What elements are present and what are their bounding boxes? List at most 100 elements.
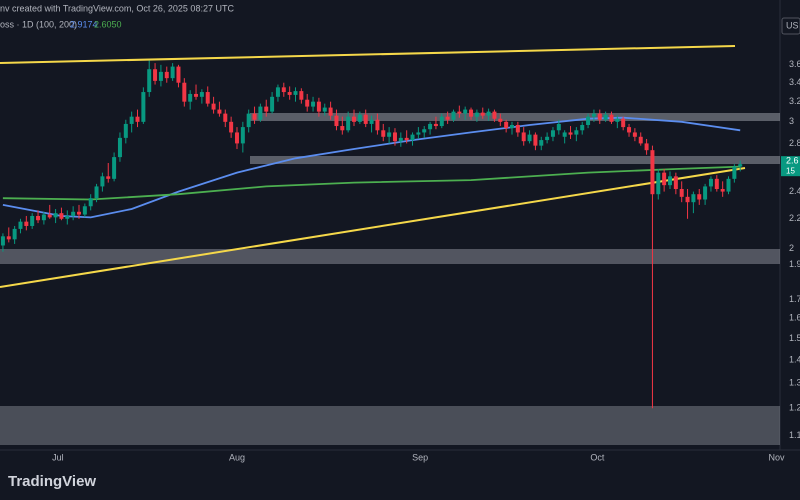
candle-body	[59, 213, 64, 219]
y-tick-label: 1.7	[789, 294, 800, 304]
candle-body	[609, 114, 614, 122]
candle-body	[732, 166, 737, 179]
candle-body	[18, 221, 23, 229]
credit: nv created with TradingView.com, Oct 26,…	[0, 3, 234, 13]
candle-body	[270, 96, 275, 112]
y-tick-label: 1.9	[789, 259, 800, 269]
candle-body	[656, 172, 661, 195]
candle-body	[392, 132, 397, 142]
candle-body	[334, 115, 339, 127]
y-tick-label: 2.4	[789, 186, 800, 196]
support-zone	[0, 406, 780, 445]
candle-body	[94, 186, 99, 199]
candle-body	[685, 196, 690, 203]
candle-body	[82, 206, 87, 215]
candle-body	[644, 143, 649, 151]
candle-body	[714, 178, 719, 189]
candle-body	[375, 119, 380, 131]
candle-body	[123, 123, 128, 138]
x-tick-label: Oct	[590, 452, 605, 462]
resistance-zone	[250, 113, 780, 121]
candle-body	[53, 213, 58, 218]
candle-body	[252, 113, 257, 120]
y-tick-label: 1.5	[789, 333, 800, 343]
candle-body	[12, 228, 17, 240]
candle-body	[176, 66, 181, 83]
candle-body	[632, 132, 637, 137]
candle-body	[76, 211, 81, 215]
currency: US	[786, 20, 799, 30]
y-tick-label: 1.1	[789, 430, 800, 440]
y-tick-label: 1.2	[789, 403, 800, 413]
candle-body	[47, 214, 52, 218]
candle-body	[36, 215, 41, 221]
candle-body	[223, 113, 228, 122]
candle-body	[445, 116, 450, 120]
candle-body	[112, 157, 117, 179]
candle-body	[153, 69, 158, 81]
candle-body	[199, 92, 204, 97]
candle-body	[627, 127, 632, 133]
candle-body	[410, 134, 415, 141]
candle-body	[562, 132, 567, 137]
candle-body	[703, 186, 708, 200]
candle-body	[515, 124, 520, 133]
candle-body	[293, 91, 298, 95]
candle-body	[387, 132, 392, 137]
candle-body	[539, 140, 544, 146]
candle-body	[194, 93, 199, 97]
currency-box	[781, 17, 800, 35]
candle-body	[287, 92, 292, 95]
candle-body	[182, 82, 187, 102]
candle-body	[708, 178, 713, 187]
candle-body	[457, 111, 462, 114]
candle-body	[574, 130, 579, 135]
candle-body	[141, 92, 146, 122]
candle-body	[667, 176, 672, 186]
y-tick-label: 3.2	[789, 96, 800, 106]
candle-body	[229, 121, 234, 133]
candle-body	[510, 124, 515, 129]
candle-body	[234, 132, 239, 144]
candle-body	[474, 112, 479, 117]
x-tick-label: Jul	[52, 452, 64, 462]
candle-body	[498, 118, 503, 122]
candle-body	[311, 101, 316, 107]
candle-body	[328, 107, 333, 116]
candle-body	[147, 69, 152, 93]
candle-body	[673, 176, 678, 189]
candle-body	[480, 112, 485, 116]
countdown: 15	[786, 166, 795, 175]
y-tick-label: 3	[789, 116, 794, 126]
candle-body	[275, 87, 280, 97]
legend-value: 2.9174	[70, 19, 98, 29]
legend-value: 2.6050	[94, 19, 122, 29]
trendline	[0, 167, 746, 288]
candle-body	[650, 150, 655, 195]
y-tick-label: 2.2	[789, 213, 800, 223]
candle-body	[88, 198, 93, 207]
candle-body	[240, 127, 245, 144]
candle-body	[258, 106, 263, 120]
candle-body	[404, 137, 409, 141]
candle-body	[217, 109, 222, 114]
candle-body	[100, 176, 105, 187]
candle-body	[621, 118, 626, 128]
candle-body	[316, 101, 321, 112]
candle-body	[679, 188, 684, 197]
y-tick-label: 2	[789, 243, 794, 253]
candle-body	[135, 116, 140, 122]
candle-body	[346, 116, 351, 131]
y-tick-label: 3.6	[789, 59, 800, 69]
candle-body	[451, 111, 456, 120]
candle-body	[463, 109, 468, 114]
candle-body	[439, 116, 444, 127]
candle-body	[369, 119, 374, 124]
candle-body	[433, 123, 438, 127]
candle-body	[521, 132, 526, 142]
candle-body	[164, 71, 169, 79]
candle-body	[638, 136, 643, 144]
candle-body	[504, 121, 509, 129]
